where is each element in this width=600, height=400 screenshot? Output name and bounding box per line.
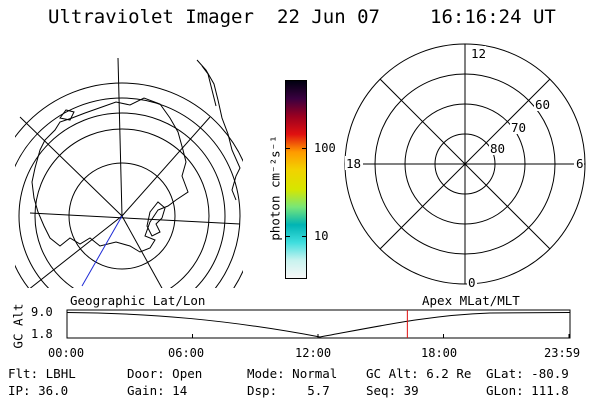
apex-mlat-mlt-title: Apex MLat/MLT [422,293,520,308]
x-tick-1800: 18:00 [421,346,458,360]
lat-ring-4 [15,97,241,288]
info-gain: Gain: 14 [127,383,187,398]
info-gain-value: 14 [172,383,188,398]
orbit-track [81,215,123,287]
colorbar-tick-10-right [302,236,306,237]
info-glon: GLon: 111.8 [486,383,569,398]
info-mode-value: Normal [292,366,338,381]
info-glat-label: GLat: [486,366,524,381]
info-filter: Flt: LBHL [8,366,76,381]
colorbar [285,80,307,279]
alt-min-label: 1.8 [31,327,53,341]
mlt-label-0: 0 [468,275,476,290]
mlat-label-60: 60 [535,97,550,112]
colorbar-tick-100: 100 [314,141,336,155]
info-mode: Mode: Normal [247,366,337,381]
colorbar-tick-10: 10 [314,229,329,243]
info-ip-label: IP: [8,383,31,398]
x-tick-1200: 12:00 [295,346,332,360]
lat-ring-inner [68,162,176,270]
info-door-label: Door: [127,366,165,381]
colorbar-tick-100-left [286,148,290,149]
date-label: 22 Jun 07 [277,6,380,28]
info-mode-label: Mode: [247,366,285,381]
app-title: Ultraviolet Imager [48,6,254,28]
info-ip: IP: 36.0 [8,383,68,398]
mlt-label-6: 6 [576,156,584,171]
mlat-label-70: 70 [511,120,526,135]
info-seq-label: Seq: [366,383,397,398]
geo-latlon-title: Geographic Lat/Lon [70,293,206,308]
info-seq: Seq: 39 [366,383,419,398]
info-dsp: Dsp: 5.7 [247,383,330,398]
info-glon-label: GLon: [486,383,524,398]
mlt-label-18: 18 [346,156,361,171]
info-dsp-value: 5.7 [307,383,330,398]
info-glat: GLat: -80.9 [486,366,569,381]
info-door: Door: Open [127,366,202,381]
info-gc-alt-label: GC Alt: [366,366,419,381]
mlt-label-12: 12 [471,46,486,61]
info-glon-value: 111.8 [531,383,569,398]
info-glat-value: -80.9 [531,366,569,381]
x-tick-0600: 06:00 [168,346,205,360]
lat-ring-3 [18,112,226,288]
time-label: 16:16:24 UT [430,6,556,28]
lat-ring-outer [15,82,243,288]
info-seq-value: 39 [403,383,419,398]
colorbar-tick-10-left [286,236,290,237]
info-dsp-label: Dsp: [247,383,278,398]
info-filter-value: LBHL [45,366,76,381]
continent-outline [31,97,189,253]
info-gain-label: Gain: [127,383,165,398]
x-tick-2359: 23:59 [544,346,581,360]
altitude-curve [66,312,571,338]
info-door-value: Open [172,366,203,381]
colorbar-tick-100-right [302,148,306,149]
mlat-label-80: 80 [490,141,505,156]
x-tick-0000: 00:00 [48,346,85,360]
info-ip-value: 36.0 [38,383,69,398]
info-gc-alt: GC Alt: 6.2 Re [366,366,471,381]
info-gc-alt-value: 6.2 Re [426,366,472,381]
info-filter-label: Flt: [8,366,39,381]
lat-ring-2 [34,128,210,288]
alt-max-label: 9.0 [31,305,53,319]
